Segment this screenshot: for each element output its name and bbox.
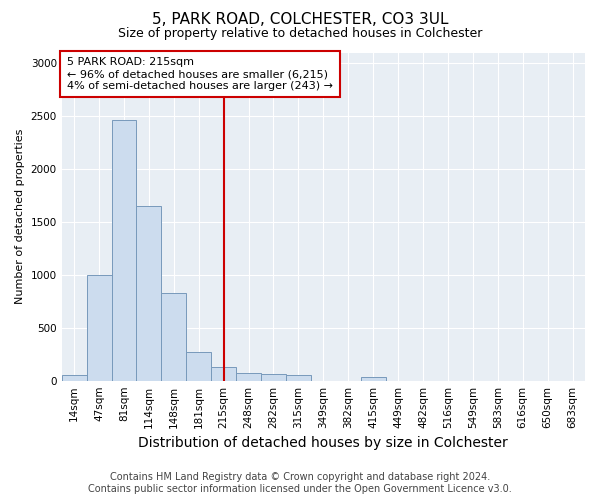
Bar [136, 206, 161, 380]
Bar [361, 377, 386, 380]
Bar [211, 367, 236, 380]
X-axis label: Distribution of detached houses by size in Colchester: Distribution of detached houses by size … [139, 436, 508, 450]
Text: Contains HM Land Registry data © Crown copyright and database right 2024.
Contai: Contains HM Land Registry data © Crown c… [88, 472, 512, 494]
Bar [261, 374, 286, 380]
Bar [186, 352, 211, 380]
Y-axis label: Number of detached properties: Number of detached properties [15, 129, 25, 304]
Bar [62, 375, 86, 380]
Bar [161, 293, 186, 380]
Bar [286, 376, 311, 380]
Bar [86, 275, 112, 380]
Text: 5, PARK ROAD, COLCHESTER, CO3 3UL: 5, PARK ROAD, COLCHESTER, CO3 3UL [152, 12, 448, 28]
Bar [112, 120, 136, 380]
Bar [236, 372, 261, 380]
Text: Size of property relative to detached houses in Colchester: Size of property relative to detached ho… [118, 28, 482, 40]
Text: 5 PARK ROAD: 215sqm
← 96% of detached houses are smaller (6,215)
4% of semi-deta: 5 PARK ROAD: 215sqm ← 96% of detached ho… [67, 58, 333, 90]
